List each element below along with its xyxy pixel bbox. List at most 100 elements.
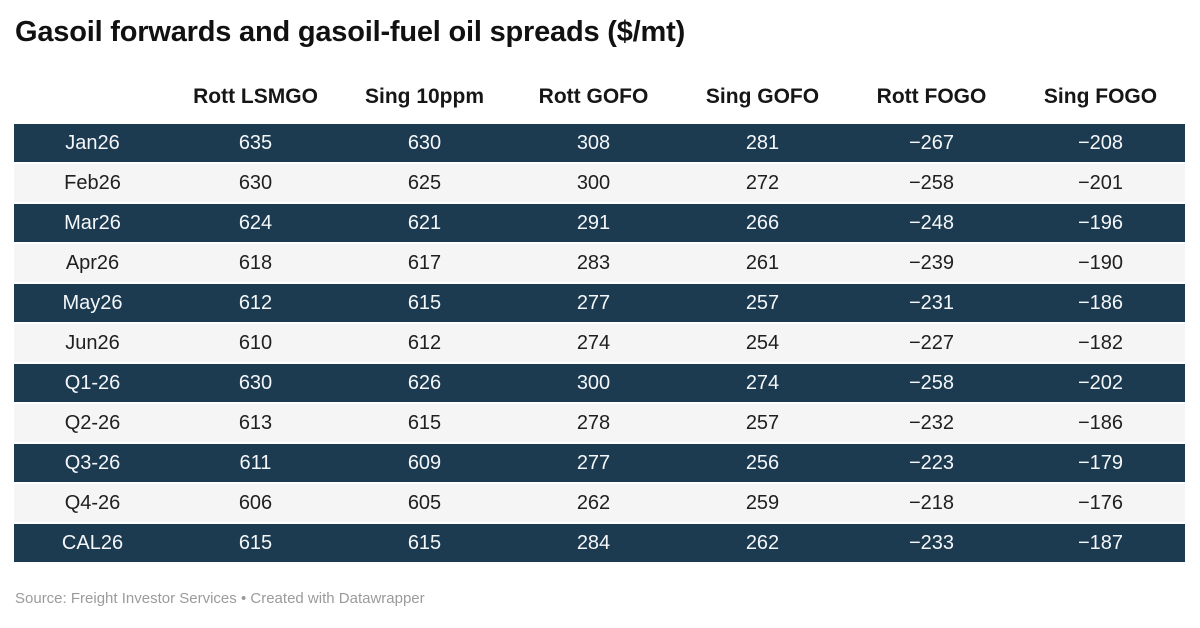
cell-value: 256 [745, 452, 780, 474]
cell-value: 625 [407, 172, 442, 194]
cell-value: −201 [1077, 172, 1124, 194]
cell-value: 254 [745, 332, 780, 354]
cell-value: 605 [407, 492, 442, 514]
row-label: Q2-26 [64, 412, 121, 434]
column-header: Sing GOFO [705, 85, 820, 108]
row-label: Jun26 [65, 332, 120, 354]
cell-value: 615 [407, 292, 442, 314]
row-label: Mar26 [64, 212, 121, 234]
cell-value: −267 [908, 132, 955, 154]
cell-value: −233 [908, 532, 955, 554]
cell-value: 261 [745, 252, 780, 274]
column-header: Rott LSMGO [193, 85, 318, 108]
cell-value: 624 [238, 212, 273, 234]
cell-value: 630 [238, 372, 273, 394]
cell-value: 274 [745, 372, 780, 394]
cell-value: 281 [745, 132, 780, 154]
cell-value: −232 [908, 412, 955, 434]
table-row: Q2-26 613 615 278 257 −232 −186 [14, 404, 1185, 442]
table-body: Jan26 635 630 308 281 −267 −208 Feb26 630 625 300 2… [14, 124, 1185, 562]
row-label: CAL26 [61, 532, 124, 554]
cell-value: 278 [576, 412, 611, 434]
cell-value: 621 [407, 212, 442, 234]
column-header: Rott FOGO [876, 85, 987, 108]
cell-value: 615 [407, 412, 442, 434]
table-row: Jun26 610 612 274 254 −227 −182 [14, 324, 1185, 362]
gasoil-forwards-table: Rott LSMGO Sing 10ppm Rott GOFO Sing GOFO Ro… [14, 84, 1185, 562]
source-line: Source: Freight Investor Services • Crea… [15, 590, 1185, 607]
cell-value: −179 [1077, 452, 1124, 474]
table-row: May26 612 615 277 257 −231 −186 [14, 284, 1185, 322]
cell-value: 613 [238, 412, 273, 434]
cell-value: 300 [576, 172, 611, 194]
cell-value: −227 [908, 332, 955, 354]
cell-value: −187 [1077, 532, 1124, 554]
cell-value: −208 [1077, 132, 1124, 154]
cell-value: 635 [238, 132, 273, 154]
row-label: Jan26 [65, 132, 120, 154]
table-row: Q3-26 611 609 277 256 −223 −179 [14, 444, 1185, 482]
cell-value: 291 [576, 212, 611, 234]
cell-value: −190 [1077, 252, 1124, 274]
cell-value: −258 [908, 172, 955, 194]
table-row: Mar26 624 621 291 266 −248 −196 [14, 204, 1185, 242]
cell-value: −196 [1077, 212, 1124, 234]
cell-value: −223 [908, 452, 955, 474]
source-label: Source: [15, 590, 67, 607]
cell-value: 272 [745, 172, 780, 194]
cell-value: −248 [908, 212, 955, 234]
table-header-row: Rott LSMGO Sing 10ppm Rott GOFO Sing GOFO Ro… [14, 84, 1185, 110]
cell-value: 257 [745, 412, 780, 434]
table-row: Q1-26 630 626 300 274 −258 −202 [14, 364, 1185, 402]
cell-value: 609 [407, 452, 442, 474]
row-label: Apr26 [65, 252, 120, 274]
cell-value: 277 [576, 292, 611, 314]
cell-value: 630 [238, 172, 273, 194]
cell-value: 611 [239, 452, 272, 474]
table-row: CAL26 615 615 284 262 −233 −187 [14, 524, 1185, 562]
cell-value: 277 [576, 452, 611, 474]
chart-title: Gasoil forwards and gasoil-fuel oil spre… [15, 16, 686, 48]
cell-value: −186 [1077, 412, 1124, 434]
row-label: May26 [62, 292, 123, 314]
row-label: Feb26 [64, 172, 121, 194]
source-name: Freight Investor Services [70, 590, 237, 607]
cell-value: 266 [745, 212, 780, 234]
cell-value: 308 [576, 132, 611, 154]
cell-value: 606 [238, 492, 273, 514]
cell-value: 612 [407, 332, 442, 354]
column-header: Sing FOGO [1043, 85, 1158, 108]
table-row: Jan26 635 630 308 281 −267 −208 [14, 124, 1185, 162]
row-label: Q4-26 [64, 492, 121, 514]
row-label: Q3-26 [64, 452, 121, 474]
cell-value: 615 [407, 532, 442, 554]
cell-value: −186 [1077, 292, 1124, 314]
cell-value: 262 [745, 532, 780, 554]
cell-value: 626 [407, 372, 442, 394]
header-label-column [14, 84, 171, 110]
cell-value: 610 [238, 332, 273, 354]
cell-value: 300 [576, 372, 611, 394]
cell-value: 618 [238, 252, 273, 274]
cell-value: 257 [745, 292, 780, 314]
cell-value: 617 [407, 252, 442, 274]
datawrapper-attribution-link[interactable]: Created with Datawrapper [250, 590, 425, 607]
table-row: Feb26 630 625 300 272 −258 −201 [14, 164, 1185, 202]
cell-value: −182 [1077, 332, 1124, 354]
cell-value: 284 [576, 532, 611, 554]
cell-value: −218 [908, 492, 955, 514]
cell-value: 615 [238, 532, 273, 554]
cell-value: 274 [576, 332, 611, 354]
footer-separator: • [240, 590, 247, 607]
cell-value: 262 [576, 492, 611, 514]
cell-value: −239 [908, 252, 955, 274]
cell-value: −258 [908, 372, 955, 394]
cell-value: 630 [407, 132, 442, 154]
cell-value: −231 [908, 292, 955, 314]
cell-value: −176 [1077, 492, 1124, 514]
cell-value: 612 [238, 292, 273, 314]
cell-value: 259 [745, 492, 780, 514]
row-label: Q1-26 [64, 372, 121, 394]
table-row: Q4-26 606 605 262 259 −218 −176 [14, 484, 1185, 522]
